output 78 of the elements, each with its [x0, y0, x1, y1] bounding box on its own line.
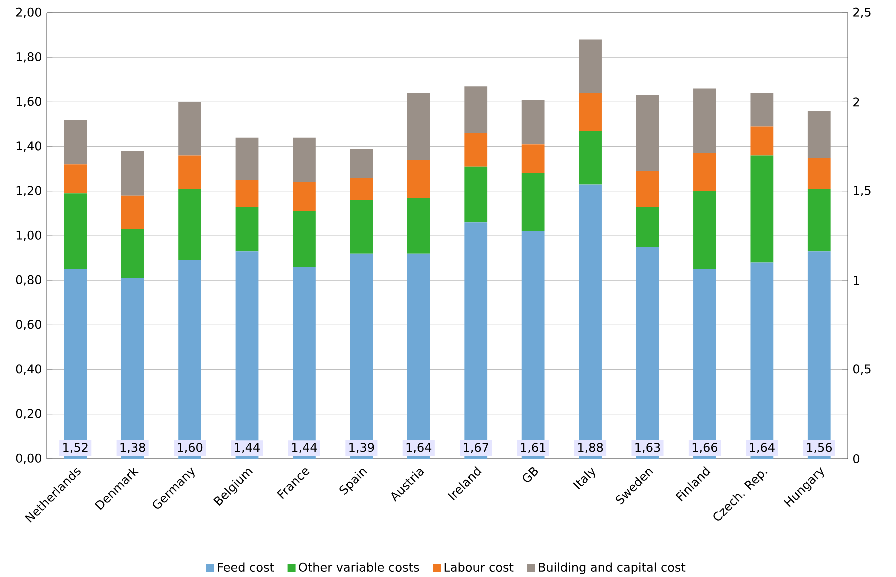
y-tick-label: 1,40: [16, 142, 42, 152]
bar: [808, 158, 831, 190]
bar: [293, 138, 316, 182]
total-label: 1,66: [692, 443, 718, 454]
x-tick-label: GB: [523, 468, 538, 482]
bar: [350, 200, 374, 254]
bar: [121, 196, 144, 230]
bar: [350, 178, 374, 200]
bar: [350, 149, 374, 178]
total-label: 1,88: [578, 443, 604, 454]
y2-tick-label: 0: [854, 454, 860, 464]
legend-label: Building and capital cost: [539, 562, 686, 574]
bar: [178, 156, 202, 190]
bar: [64, 164, 88, 194]
total-label: 1,44: [292, 443, 318, 454]
bar: [750, 156, 774, 263]
y-tick-label: 1,00: [16, 230, 42, 242]
bar: [636, 171, 660, 207]
y2-tick-label: 1,5: [854, 186, 871, 196]
bar: [121, 229, 144, 278]
bar: [694, 153, 716, 192]
bar: [579, 93, 602, 132]
total-label: 1,63: [636, 443, 660, 454]
bar: [522, 144, 545, 174]
bar: [236, 180, 259, 207]
bar: [522, 174, 545, 232]
legend-label: Labour cost: [444, 562, 514, 572]
y-tick-label: 0,80: [16, 275, 42, 286]
bar: [579, 40, 602, 94]
bar: [178, 102, 202, 156]
bar: [407, 93, 430, 160]
total-label: 1,56: [807, 443, 832, 454]
bar: [579, 131, 602, 185]
total-label: 1,61: [521, 443, 546, 454]
y2-tick-label: 0,5: [854, 364, 871, 375]
y2-tick-label: 2,5: [854, 8, 871, 18]
bar: [636, 96, 660, 172]
total-label: 1,67: [464, 443, 488, 454]
bar: [750, 126, 774, 156]
bar: [121, 151, 144, 196]
total-label: 1,60: [178, 443, 203, 454]
bar: [64, 194, 88, 270]
y-tick-label: 2,00: [16, 8, 42, 18]
legend-label: Feed cost: [218, 562, 274, 572]
y-tick-label: 1,60: [16, 97, 42, 108]
total-label: 1,64: [406, 443, 432, 454]
bar: [236, 207, 259, 252]
bar: [750, 93, 774, 127]
bar: [464, 166, 488, 223]
bar: [64, 120, 88, 165]
y-tick-label: 0,60: [16, 320, 42, 330]
bar: [293, 182, 316, 212]
legend-label: Other variable costs: [299, 562, 420, 572]
bar: [808, 189, 831, 252]
bar: [236, 138, 259, 180]
bar: [808, 111, 831, 158]
bar: [407, 160, 430, 198]
y-tick-label: 1,20: [16, 186, 42, 197]
bar: [293, 211, 316, 268]
y-tick-label: 0,00: [16, 454, 42, 464]
bar: [464, 133, 488, 167]
bar: [464, 86, 488, 134]
total-label: 1,52: [64, 443, 88, 454]
bar: [694, 88, 716, 154]
total-label: 1,44: [235, 443, 260, 454]
bar: [694, 191, 716, 270]
y-tick-label: 0,40: [16, 364, 42, 375]
bar: [522, 100, 545, 145]
total-label: 1,39: [350, 443, 374, 454]
total-label: 1,38: [120, 443, 146, 454]
y2-tick-label: 1: [854, 276, 860, 285]
y-tick-label: 0,20: [16, 409, 42, 420]
y-tick-label: 1,80: [16, 52, 42, 63]
bar: [407, 198, 430, 254]
bar: [178, 189, 202, 261]
y2-tick-label: 2: [854, 98, 860, 107]
total-label: 1,64: [750, 443, 775, 454]
bar: [636, 207, 660, 248]
